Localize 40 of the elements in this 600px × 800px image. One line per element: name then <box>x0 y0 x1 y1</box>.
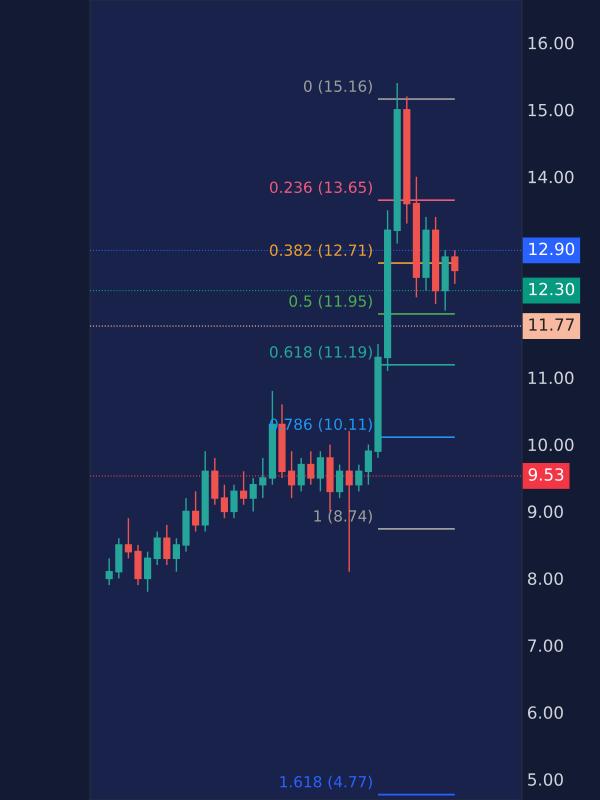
candlestick <box>451 250 458 285</box>
y-tick-label: 7.00 <box>528 639 563 652</box>
ref-line-label: 12.30 <box>529 282 574 296</box>
ref-line-label: 0.618 (11.19) <box>270 346 372 360</box>
y-tick-label: 6.00 <box>528 706 563 719</box>
y-tick-label: 14.00 <box>528 170 574 184</box>
ref-line-label: 0.5 (11.95) <box>289 295 372 309</box>
y-tick-label: 11.00 <box>528 372 574 384</box>
ref-line-label: 0.382 (12.71) <box>270 244 372 258</box>
candlestick <box>163 524 170 566</box>
ref-line-label: 1.618 (4.77) <box>280 776 372 790</box>
candlestick <box>259 457 266 499</box>
ref-line-label: 0.236 (13.65) <box>270 181 372 195</box>
candlestick <box>240 470 248 506</box>
candlestick <box>172 538 180 572</box>
candlestick <box>288 450 296 499</box>
candlestick <box>364 444 372 486</box>
ref-line-label: 9.53 <box>528 468 564 481</box>
candlestick <box>124 517 132 560</box>
y-tick-label: 10.00 <box>528 438 574 452</box>
candlestick <box>230 484 238 519</box>
ref-line-label: 11.77 <box>529 318 574 331</box>
y-tick-label: 9.00 <box>528 505 563 518</box>
candlestick <box>316 450 324 492</box>
candlestick <box>355 464 362 492</box>
candlestick <box>298 457 305 492</box>
y-tick-label: 16.00 <box>528 36 574 50</box>
candlestick <box>192 490 200 532</box>
ref-line-label: 12.90 <box>529 242 574 256</box>
candlestick <box>220 484 228 519</box>
candlestick <box>144 550 152 592</box>
candlestick <box>106 558 113 586</box>
ref-line-label: 0 (15.16) <box>304 80 372 94</box>
y-tick-label: 8.00 <box>528 572 563 585</box>
y-tick-label: 5.00 <box>528 773 563 786</box>
y-tick-label: 15.00 <box>528 104 574 116</box>
candlestick <box>154 530 161 566</box>
candlestick <box>250 477 257 512</box>
candlestick <box>307 450 314 486</box>
candlestick <box>336 464 344 499</box>
